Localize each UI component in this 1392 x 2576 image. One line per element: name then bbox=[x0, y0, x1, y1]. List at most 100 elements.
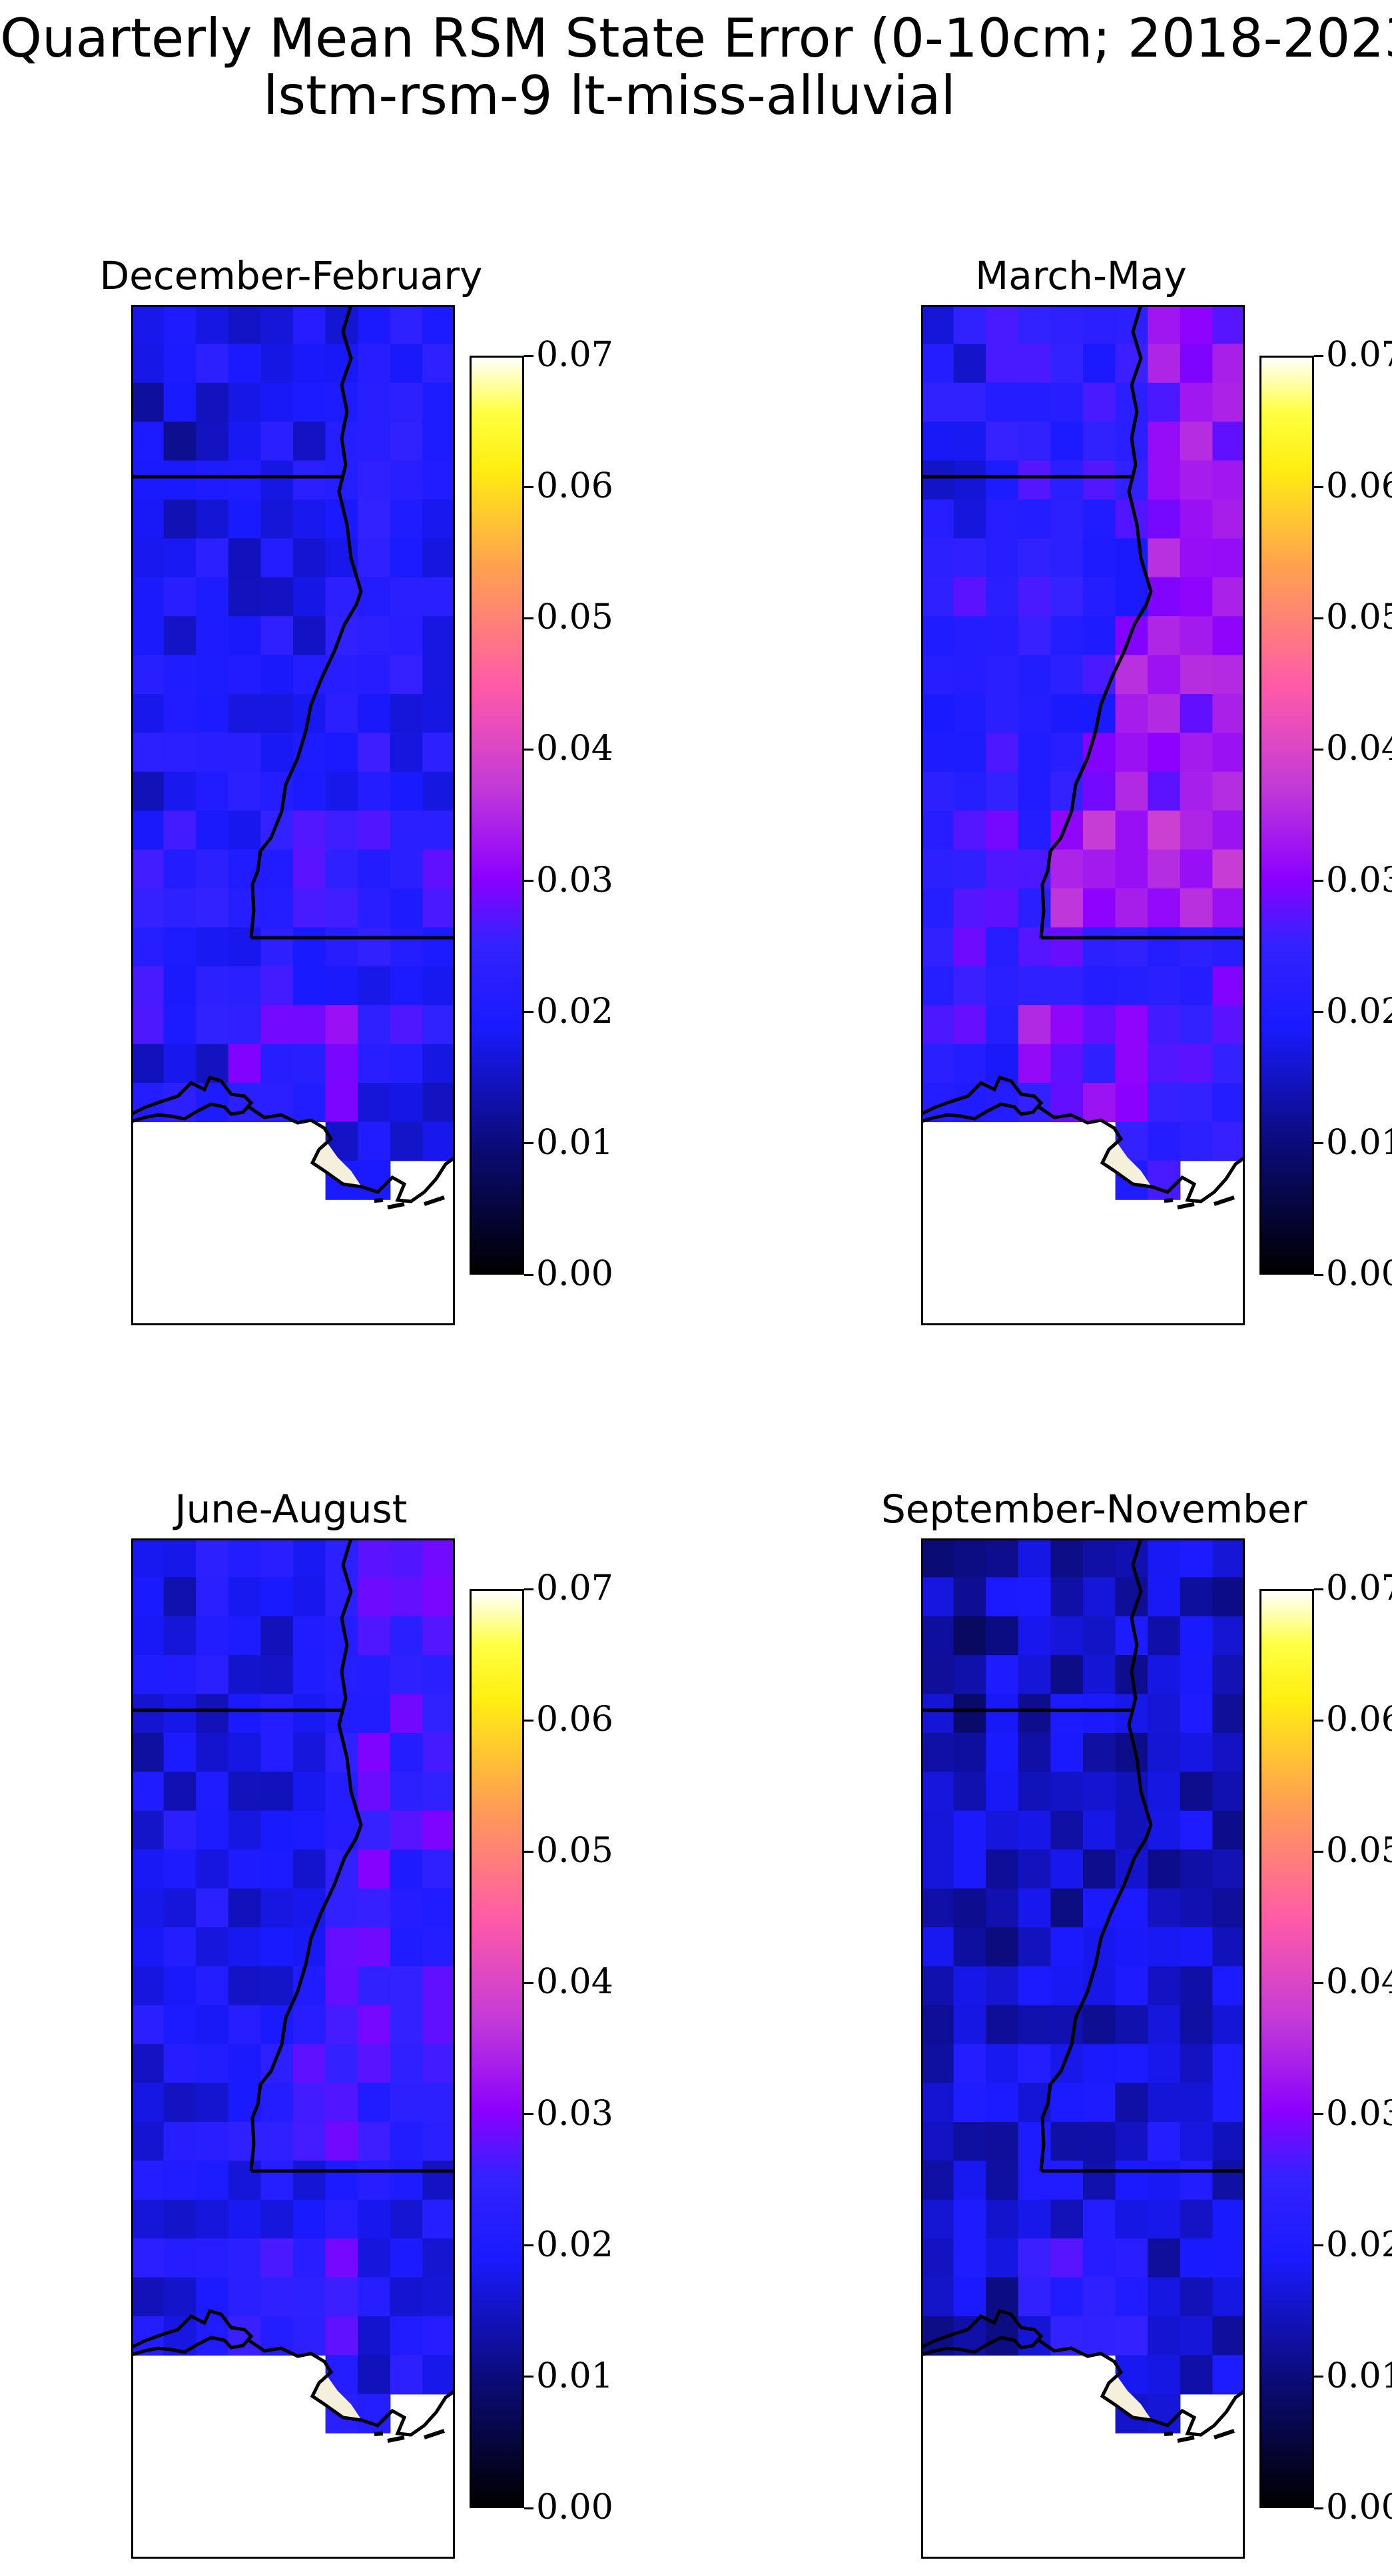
grid-cell bbox=[1212, 2044, 1243, 2084]
grid-cell bbox=[1148, 422, 1181, 462]
grid-cell bbox=[1083, 577, 1116, 617]
grid-cell bbox=[422, 1810, 453, 1850]
colorbar-tickmark bbox=[524, 2376, 533, 2378]
grid-cell bbox=[293, 577, 326, 617]
grid-cell bbox=[1018, 499, 1051, 539]
grid-cell bbox=[325, 1083, 358, 1122]
grid-cell bbox=[1212, 771, 1243, 811]
state-boundary-river bbox=[1039, 1540, 1153, 2172]
grid-cell bbox=[1180, 810, 1213, 850]
colorbar-tick-label: 0.00 bbox=[1326, 2487, 1392, 2527]
grid-cell bbox=[953, 810, 986, 850]
grid-cell bbox=[390, 538, 423, 578]
grid-cell bbox=[163, 966, 196, 1006]
grid-cell bbox=[1115, 1966, 1148, 2006]
grid-cell bbox=[163, 1540, 196, 1578]
grid-cell bbox=[953, 2277, 986, 2317]
grid-cell bbox=[1115, 1927, 1148, 1967]
colorbar-djf bbox=[470, 356, 524, 1275]
colorbar-tickmark bbox=[524, 485, 533, 488]
grid-cell bbox=[1115, 2005, 1148, 2045]
grid-cell bbox=[986, 460, 1019, 500]
grid-cell bbox=[1148, 1927, 1181, 1967]
colorbar-tick-label: 0.00 bbox=[1326, 1254, 1392, 1294]
colorbar-tickmark bbox=[1314, 1981, 1323, 1984]
grid-cell bbox=[1148, 2122, 1181, 2161]
grid-cell bbox=[923, 1655, 954, 1695]
grid-cell bbox=[953, 422, 986, 462]
grid-cell bbox=[390, 1966, 423, 2006]
grid-cell bbox=[422, 2083, 453, 2122]
grid-cell bbox=[923, 2160, 954, 2200]
grid-cell bbox=[196, 2044, 229, 2084]
grid-cell bbox=[390, 1616, 423, 1656]
grid-cell bbox=[1115, 2044, 1148, 2084]
grid-cell bbox=[293, 849, 326, 889]
grid-cell bbox=[358, 1005, 391, 1045]
colorbar-tickmark bbox=[1314, 1273, 1323, 1276]
grid-cell bbox=[358, 2122, 391, 2161]
colorbar-son bbox=[1259, 1589, 1314, 2508]
grid-cell bbox=[293, 382, 326, 422]
grid-cell bbox=[133, 616, 165, 656]
grid-cell bbox=[422, 1888, 453, 1928]
grid-cell bbox=[358, 655, 391, 695]
grid-cell bbox=[133, 2005, 165, 2045]
grid-cell bbox=[422, 1083, 453, 1122]
grid-cell bbox=[196, 538, 229, 578]
grid-cell bbox=[923, 694, 954, 733]
grid-cell bbox=[986, 422, 1019, 462]
grid-cell bbox=[1212, 1616, 1243, 1656]
grid-cell bbox=[163, 1044, 196, 1084]
grid-cell bbox=[325, 927, 358, 967]
grid-cell bbox=[1148, 1044, 1181, 1084]
colorbar-tick-label: 0.05 bbox=[1326, 597, 1392, 638]
grid-cell bbox=[1018, 966, 1051, 1006]
grid-cell bbox=[1212, 538, 1243, 578]
grid-cell bbox=[1050, 1966, 1084, 2006]
grid-cell bbox=[422, 1927, 453, 1967]
grid-cell bbox=[1180, 2355, 1213, 2395]
grid-cell bbox=[163, 1005, 196, 1045]
grid-cell bbox=[358, 2394, 391, 2433]
grid-cell bbox=[1180, 616, 1213, 656]
grid-cell bbox=[923, 1927, 954, 1967]
grid-cell bbox=[163, 2160, 196, 2200]
grid-cell bbox=[228, 1849, 261, 1889]
grid-cell bbox=[260, 694, 294, 733]
grid-cell bbox=[953, 1005, 986, 1045]
grid-cell bbox=[923, 307, 954, 344]
grid-cell bbox=[1018, 888, 1051, 928]
grid-cell bbox=[1083, 1083, 1116, 1122]
grid-cell bbox=[1212, 1122, 1243, 1161]
delta-land bbox=[312, 2372, 362, 2420]
grid-cell bbox=[422, 2316, 453, 2356]
grid-cell bbox=[923, 655, 954, 695]
grid-cell bbox=[1148, 577, 1181, 617]
grid-cell bbox=[1115, 2238, 1148, 2278]
grid-cell bbox=[293, 499, 326, 539]
colorbar-mam bbox=[1259, 356, 1314, 1275]
grid-cell bbox=[1050, 1888, 1084, 1928]
grid-cell bbox=[422, 2277, 453, 2317]
figure-title: Quarterly Mean RSM State Error (0-10cm; … bbox=[0, 7, 1392, 69]
grid-cell bbox=[228, 577, 261, 617]
grid-cell bbox=[133, 382, 165, 422]
grid-cell bbox=[422, 927, 453, 967]
grid-cell bbox=[260, 422, 294, 462]
grid-cell bbox=[325, 849, 358, 889]
grid-cell bbox=[1115, 694, 1148, 733]
grid-cell bbox=[986, 2005, 1019, 2045]
grid-cell bbox=[293, 1888, 326, 1928]
grid-cell bbox=[1050, 966, 1084, 1006]
grid-cell bbox=[1212, 1888, 1243, 1928]
grid-cell bbox=[260, 2238, 294, 2278]
grid-cell bbox=[293, 1083, 326, 1122]
colorbar-tickmark bbox=[524, 1850, 533, 1853]
grid-cell bbox=[1148, 2005, 1181, 2045]
grid-cell bbox=[133, 888, 165, 928]
grid-cell bbox=[293, 460, 326, 500]
grid-cell bbox=[1050, 307, 1084, 344]
grid-cell bbox=[325, 694, 358, 733]
grid-cell bbox=[422, 694, 453, 733]
